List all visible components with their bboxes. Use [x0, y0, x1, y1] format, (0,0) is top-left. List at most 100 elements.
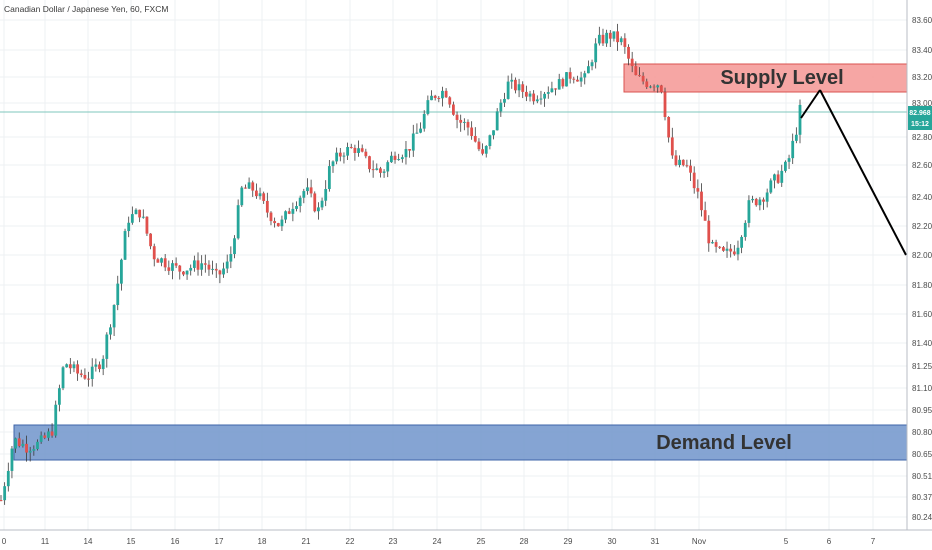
candle-body — [386, 162, 390, 172]
candle-body — [364, 151, 368, 157]
candle-body — [754, 198, 758, 206]
candle-body — [448, 97, 452, 105]
candle-body — [404, 149, 408, 158]
time-tick-label: 23 — [389, 537, 398, 546]
candle-body — [50, 431, 54, 436]
price-tick-label: 80.510 — [912, 472, 932, 481]
candle-body — [79, 373, 83, 375]
candle-body — [10, 448, 14, 471]
candle-body — [306, 187, 309, 192]
candle-body — [689, 165, 692, 173]
candle-body — [109, 327, 112, 335]
candle-body — [61, 367, 65, 389]
candle-body — [411, 133, 415, 151]
candle-body — [641, 75, 645, 82]
candle-body — [452, 104, 455, 115]
candle-body — [459, 119, 463, 123]
candle-body — [302, 191, 306, 198]
candle-body — [470, 127, 474, 136]
candle-body — [597, 34, 601, 44]
candle-body — [145, 216, 149, 234]
candle-body — [353, 147, 357, 153]
candle-body — [0, 500, 3, 502]
candle-body — [630, 58, 634, 67]
candle-body — [437, 97, 441, 99]
candle-body — [444, 90, 448, 98]
candle-body — [382, 171, 386, 173]
candle-body — [590, 62, 594, 67]
time-tick-label: 16 — [171, 537, 180, 546]
candle-body — [214, 268, 218, 271]
candle-body — [550, 88, 554, 93]
time-tick-label: 15 — [127, 537, 136, 546]
candle-body — [583, 73, 587, 78]
candle-body — [466, 121, 470, 128]
candle-body — [667, 117, 671, 138]
candle-body — [524, 91, 528, 97]
candle-body — [331, 161, 335, 167]
candle-body — [47, 431, 50, 438]
price-tick-label: 83.200 — [912, 73, 932, 82]
projection-arrow[interactable] — [800, 89, 907, 256]
candle-body — [127, 222, 131, 232]
candle-body — [506, 81, 510, 99]
price-tick-label: 82.200 — [912, 222, 932, 231]
candle-body — [692, 172, 696, 189]
candle-body — [707, 220, 711, 244]
candle-body — [203, 263, 207, 265]
candle-body — [134, 209, 138, 215]
candle-body — [473, 135, 477, 142]
candle-body — [368, 156, 371, 170]
candle-body — [510, 79, 514, 82]
candle-body — [711, 242, 714, 244]
candle-body — [98, 364, 101, 370]
candle-body — [546, 92, 550, 94]
candle-body — [769, 180, 773, 193]
candle-body — [623, 38, 627, 47]
candle-body — [83, 374, 87, 379]
time-tick-label: 14 — [84, 537, 93, 546]
candle-body — [762, 199, 765, 202]
candle-body — [309, 187, 313, 194]
time-tick-label: 31 — [651, 537, 660, 546]
candle-body — [240, 187, 244, 206]
candle-body — [572, 78, 576, 80]
candle-body — [568, 72, 572, 79]
time-tick-label: 11 — [41, 537, 50, 546]
candle-body — [419, 128, 422, 133]
supply-zone[interactable] — [623, 63, 908, 93]
time-axis[interactable]: 0 11 14 15 16 17 18 21 22 23 24 25 28 29 30 31 Nov 5 6 7 — [2, 537, 876, 546]
time-tick-label: Nov — [692, 537, 706, 546]
candle-body — [659, 85, 663, 93]
candle-body — [196, 260, 200, 270]
candle-body — [791, 140, 795, 159]
candle-body — [225, 261, 229, 269]
time-tick-label: 21 — [302, 537, 311, 546]
candle-body — [612, 31, 616, 39]
price-axis[interactable]: 83.600 83.400 83.200 83.000 82.800 82.600 82.4… — [912, 16, 932, 522]
candle-body — [346, 147, 349, 156]
candle-body — [298, 197, 302, 207]
candle-body — [557, 79, 561, 90]
price-tick-label: 81.800 — [912, 281, 932, 290]
candle-body — [773, 174, 776, 181]
candle-body — [251, 182, 255, 191]
candle-body — [714, 242, 718, 247]
time-tick-label: 18 — [258, 537, 267, 546]
candle-body — [6, 470, 10, 487]
candle-body — [233, 238, 236, 255]
time-tick-label: 5 — [784, 537, 789, 546]
candle-body — [357, 148, 360, 153]
candle-body — [627, 46, 630, 59]
candle-body — [247, 182, 251, 189]
candle-body — [798, 104, 802, 135]
candle-body — [736, 247, 740, 255]
candle-body — [488, 135, 492, 147]
candle-body — [415, 132, 419, 134]
candle-body — [262, 193, 266, 201]
demand-zone[interactable] — [13, 424, 908, 461]
candle-body — [656, 85, 660, 88]
candle-body — [185, 270, 189, 275]
supply-level-label: Supply Level — [720, 67, 843, 89]
candle-body — [721, 247, 725, 251]
